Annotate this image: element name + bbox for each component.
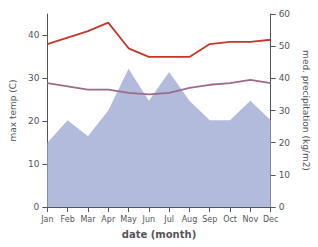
svg-text:Dec: Dec: [263, 215, 278, 224]
svg-text:Oct: Oct: [223, 215, 237, 224]
svg-text:Apr: Apr: [101, 215, 116, 224]
svg-text:Nov: Nov: [243, 215, 259, 224]
svg-text:10: 10: [28, 159, 40, 169]
svg-text:Jul: Jul: [163, 215, 174, 224]
svg-text:20: 20: [279, 138, 291, 148]
svg-text:40: 40: [28, 30, 40, 40]
svg-text:Mar: Mar: [80, 215, 96, 224]
svg-text:0: 0: [34, 202, 40, 212]
svg-text:Sep: Sep: [202, 215, 217, 224]
svg-text:10: 10: [279, 170, 291, 180]
svg-text:20: 20: [28, 116, 40, 126]
svg-text:50: 50: [279, 41, 291, 51]
svg-text:May: May: [120, 215, 137, 224]
svg-text:date (month): date (month): [122, 229, 196, 240]
svg-text:max temp (C): max temp (C): [8, 79, 18, 141]
svg-text:30: 30: [279, 106, 291, 116]
svg-text:Feb: Feb: [61, 215, 75, 224]
svg-text:Jan: Jan: [40, 215, 53, 224]
svg-text:0: 0: [279, 202, 285, 212]
svg-text:60: 60: [279, 9, 291, 19]
svg-text:med. precipitation (kg/m2): med. precipitation (kg/m2): [301, 50, 311, 171]
svg-text:Aug: Aug: [182, 215, 198, 224]
svg-text:30: 30: [28, 73, 40, 83]
svg-text:Jun: Jun: [142, 215, 156, 224]
svg-text:40: 40: [279, 73, 291, 83]
